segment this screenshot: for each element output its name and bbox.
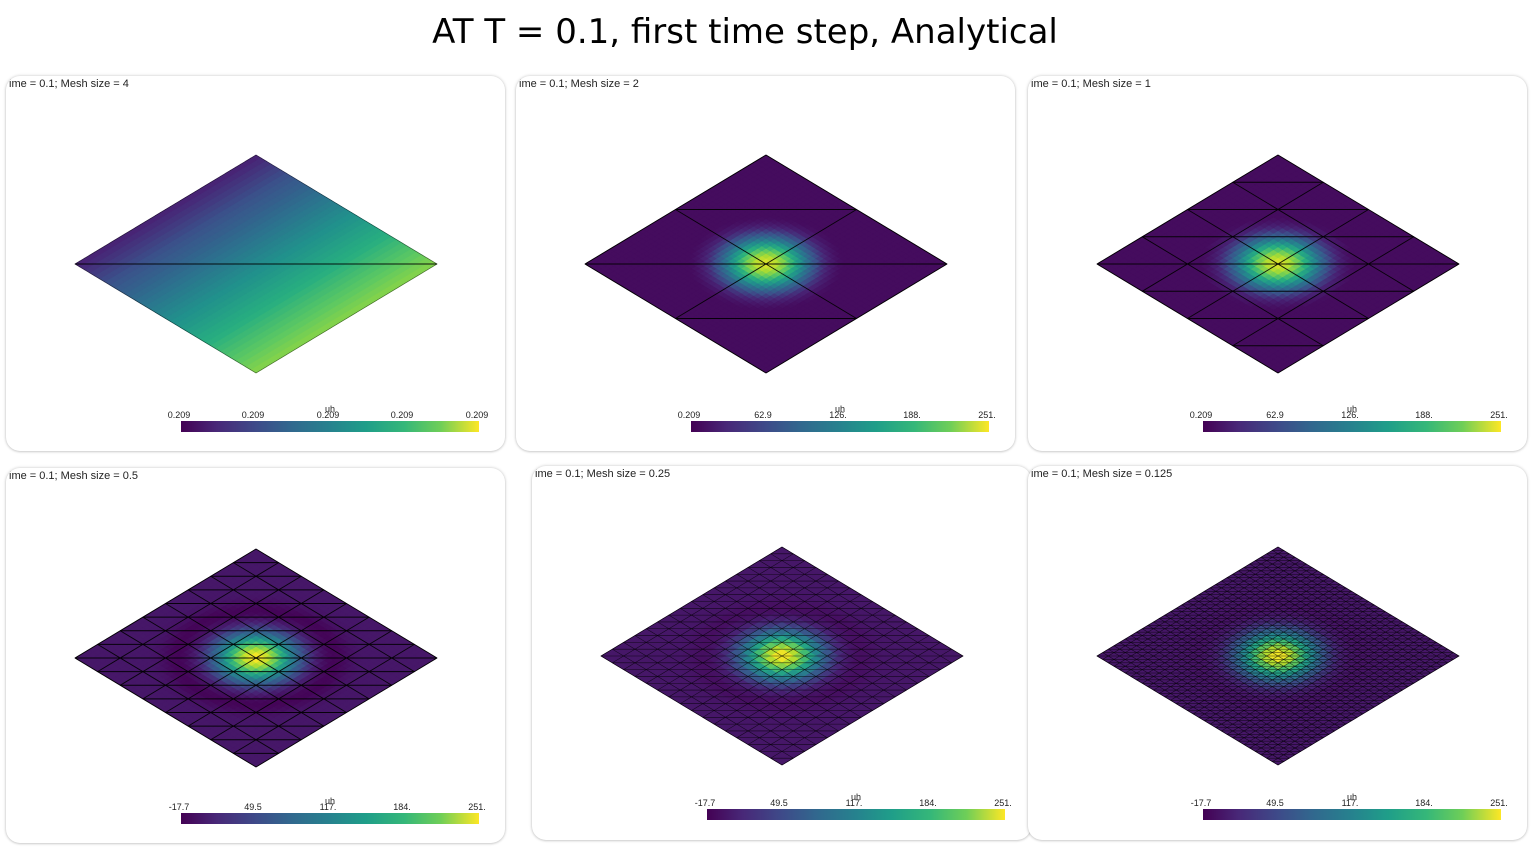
colorbar-tick: 251. <box>978 410 996 420</box>
mesh-edges <box>74 548 438 768</box>
colorbar-label: uh <box>850 792 862 802</box>
colorbar-tick: 184. <box>919 798 937 808</box>
colorbar-tick: 0.209 <box>677 410 701 420</box>
colorbar-tick: 251. <box>1490 798 1508 808</box>
mesh-outline <box>600 546 964 766</box>
colorbar <box>1203 421 1501 432</box>
panel-title: ime = 0.1; Mesh size = 1 <box>1031 78 1151 90</box>
mesh-outline <box>1096 546 1460 766</box>
mesh-plot-panel[interactable]: ime = 0.1; Mesh size = 0.5 uh -17.7 49.5… <box>6 468 505 843</box>
colorbar-label: uh <box>834 404 846 414</box>
colorbar-label: uh <box>1346 404 1358 414</box>
colorbar-tick: 49.5 <box>244 802 262 812</box>
colorbar-tick: 117. <box>845 798 863 808</box>
colorbar <box>707 809 1005 820</box>
colorbar-tick: 251. <box>994 798 1012 808</box>
mesh-surface-plot <box>600 546 964 766</box>
colorbar-tick: 188. <box>1415 410 1433 420</box>
colorbar-tick: 0.209 <box>316 410 340 420</box>
mesh-edges <box>1096 546 1460 766</box>
colorbar-tick: 49.5 <box>770 798 788 808</box>
colorbar-tick: 0.209 <box>1189 410 1213 420</box>
mesh-outline <box>74 154 438 374</box>
mesh-outline <box>74 548 438 768</box>
colorbar <box>181 813 479 824</box>
mesh-plot-panel[interactable]: ime = 0.1; Mesh size = 4 uh 0.209 0.209 … <box>6 76 505 451</box>
mesh-edges <box>600 546 964 766</box>
colorbar <box>691 421 989 432</box>
colorbar-label: uh <box>324 796 336 806</box>
mesh-edges <box>74 154 438 374</box>
mesh-surface-plot <box>1096 546 1460 766</box>
colorbar-tick: -17.7 <box>1190 798 1212 808</box>
mesh-outline <box>584 154 948 374</box>
colorbar-label: uh <box>1346 792 1358 802</box>
colorbar <box>181 421 479 432</box>
colored-surface <box>74 154 438 374</box>
colorbar-tick: 251. <box>468 802 486 812</box>
colorbar-tick: 49.5 <box>1266 798 1284 808</box>
panel-title: ime = 0.1; Mesh size = 2 <box>519 78 639 90</box>
mesh-surface-plot <box>74 154 438 374</box>
panel-title: ime = 0.1; Mesh size = 0.125 <box>1031 468 1173 480</box>
mesh-outline <box>1096 154 1460 374</box>
colorbar-tick: 62.9 <box>1266 410 1284 420</box>
colorbar <box>1203 809 1501 820</box>
colored-surface <box>584 154 948 374</box>
mesh-edges <box>584 154 948 374</box>
colorbar-tick: 188. <box>903 410 921 420</box>
colorbar-tick: 126. <box>1341 410 1359 420</box>
panel-title: ime = 0.1; Mesh size = 0.5 <box>9 470 139 482</box>
colorbar-tick: -17.7 <box>168 802 190 812</box>
colorbar-tick: 0.209 <box>241 410 265 420</box>
mesh-surface-plot <box>1096 154 1460 374</box>
mesh-edges <box>1096 154 1460 374</box>
mesh-plot-panel[interactable]: ime = 0.1; Mesh size = 2 uh 0.209 62.9 1… <box>516 76 1015 451</box>
colorbar-tick: 62.9 <box>754 410 772 420</box>
mesh-plot-panel[interactable]: ime = 0.1; Mesh size = 0.25 uh -17.7 49.… <box>532 466 1031 840</box>
colorbar-tick: 0.209 <box>390 410 414 420</box>
colorbar-tick: 126. <box>829 410 847 420</box>
mesh-surface-plot <box>584 154 948 374</box>
panel-title: ime = 0.1; Mesh size = 4 <box>9 78 129 90</box>
colorbar-tick: 117. <box>1341 798 1359 808</box>
colorbar-tick: 184. <box>1415 798 1433 808</box>
panel-title: ime = 0.1; Mesh size = 0.25 <box>535 468 671 480</box>
colorbar-tick: -17.7 <box>694 798 716 808</box>
colorbar-tick: 0.209 <box>465 410 489 420</box>
mesh-plot-panel[interactable]: ime = 0.1; Mesh size = 0.125 uh -17.7 49… <box>1028 466 1527 840</box>
slide-title: AT T = 0.1, first time step, Analytical <box>432 12 1058 52</box>
colorbar-tick: 117. <box>319 802 337 812</box>
colorbar-tick: 251. <box>1490 410 1508 420</box>
colorbar-label: uh <box>324 404 336 414</box>
mesh-plot-panel[interactable]: ime = 0.1; Mesh size = 1 uh 0.209 62.9 1… <box>1028 76 1527 451</box>
colorbar-tick: 184. <box>393 802 411 812</box>
colorbar-tick: 0.209 <box>167 410 191 420</box>
mesh-surface-plot <box>74 548 438 768</box>
